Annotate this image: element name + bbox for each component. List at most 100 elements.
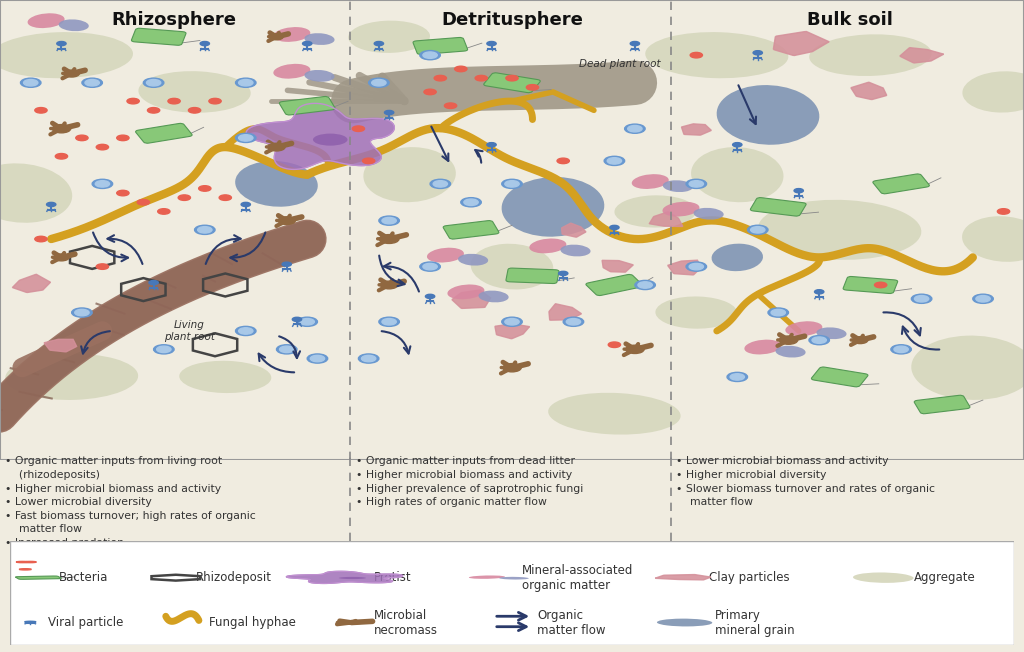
Circle shape [638, 282, 652, 288]
Ellipse shape [691, 147, 783, 202]
Circle shape [276, 345, 297, 354]
Ellipse shape [348, 21, 430, 53]
Ellipse shape [853, 572, 913, 583]
Polygon shape [773, 31, 829, 55]
Circle shape [420, 262, 440, 271]
Ellipse shape [304, 33, 335, 45]
Circle shape [146, 80, 161, 86]
Circle shape [35, 108, 47, 113]
Circle shape [433, 181, 447, 187]
Circle shape [369, 78, 389, 87]
Ellipse shape [304, 70, 335, 82]
FancyBboxPatch shape [443, 220, 499, 239]
Circle shape [425, 294, 435, 299]
Circle shape [382, 217, 396, 224]
Text: Fungal hyphae: Fungal hyphae [209, 616, 296, 629]
Text: Primary
mineral grain: Primary mineral grain [715, 608, 795, 636]
Circle shape [505, 181, 519, 187]
Ellipse shape [469, 576, 505, 579]
Ellipse shape [28, 13, 65, 28]
Circle shape [143, 78, 164, 87]
Circle shape [608, 342, 621, 348]
Circle shape [686, 262, 707, 271]
Circle shape [358, 354, 379, 363]
Text: Aggregate: Aggregate [913, 571, 975, 584]
Circle shape [361, 355, 376, 362]
Ellipse shape [657, 619, 713, 627]
Circle shape [362, 158, 375, 164]
Polygon shape [682, 124, 712, 135]
FancyBboxPatch shape [751, 198, 806, 216]
Circle shape [625, 124, 645, 133]
Circle shape [72, 308, 92, 317]
Polygon shape [649, 212, 683, 226]
Circle shape [16, 561, 29, 563]
Circle shape [178, 195, 190, 200]
Circle shape [85, 80, 99, 86]
Ellipse shape [339, 577, 366, 579]
Circle shape [891, 345, 911, 354]
Circle shape [239, 328, 253, 334]
FancyBboxPatch shape [586, 274, 643, 295]
Text: Rhizosphere: Rhizosphere [112, 12, 237, 29]
Ellipse shape [5, 354, 138, 400]
Ellipse shape [364, 147, 456, 202]
Circle shape [199, 186, 211, 191]
Polygon shape [851, 82, 887, 100]
Ellipse shape [502, 177, 604, 237]
Circle shape [997, 209, 1010, 215]
Polygon shape [495, 324, 529, 338]
Circle shape [292, 318, 302, 321]
Circle shape [794, 188, 804, 193]
Circle shape [384, 110, 394, 115]
Ellipse shape [744, 340, 781, 355]
Ellipse shape [0, 32, 133, 78]
Ellipse shape [478, 291, 509, 303]
Ellipse shape [693, 208, 724, 220]
Circle shape [732, 143, 742, 147]
Ellipse shape [458, 254, 488, 265]
Circle shape [502, 179, 522, 188]
Circle shape [241, 202, 251, 207]
Ellipse shape [809, 35, 932, 76]
Circle shape [894, 346, 908, 353]
Circle shape [53, 254, 70, 261]
FancyBboxPatch shape [15, 576, 61, 580]
Circle shape [689, 263, 703, 270]
Circle shape [297, 317, 317, 327]
Circle shape [486, 42, 497, 46]
Circle shape [374, 42, 384, 46]
Circle shape [300, 319, 314, 325]
Circle shape [209, 98, 221, 104]
Ellipse shape [560, 244, 591, 256]
Circle shape [779, 336, 798, 344]
Circle shape [635, 280, 655, 289]
Circle shape [219, 195, 231, 200]
Circle shape [147, 108, 160, 113]
Circle shape [505, 319, 519, 325]
Circle shape [911, 294, 932, 303]
Circle shape [158, 209, 170, 215]
Ellipse shape [816, 327, 847, 339]
Circle shape [236, 133, 256, 143]
Circle shape [557, 158, 569, 164]
Ellipse shape [529, 239, 566, 254]
Circle shape [630, 42, 640, 46]
Polygon shape [900, 48, 944, 63]
Circle shape [768, 308, 788, 317]
Circle shape [730, 374, 744, 380]
Circle shape [63, 70, 80, 77]
Circle shape [430, 179, 451, 188]
Circle shape [379, 216, 399, 225]
Circle shape [55, 153, 68, 159]
Circle shape [874, 282, 887, 288]
Circle shape [607, 158, 622, 164]
Circle shape [96, 144, 109, 150]
Circle shape [96, 264, 109, 269]
Circle shape [20, 78, 41, 87]
Polygon shape [44, 339, 77, 352]
Circle shape [25, 621, 36, 623]
Circle shape [628, 125, 642, 132]
FancyBboxPatch shape [413, 37, 468, 55]
Circle shape [502, 317, 522, 327]
